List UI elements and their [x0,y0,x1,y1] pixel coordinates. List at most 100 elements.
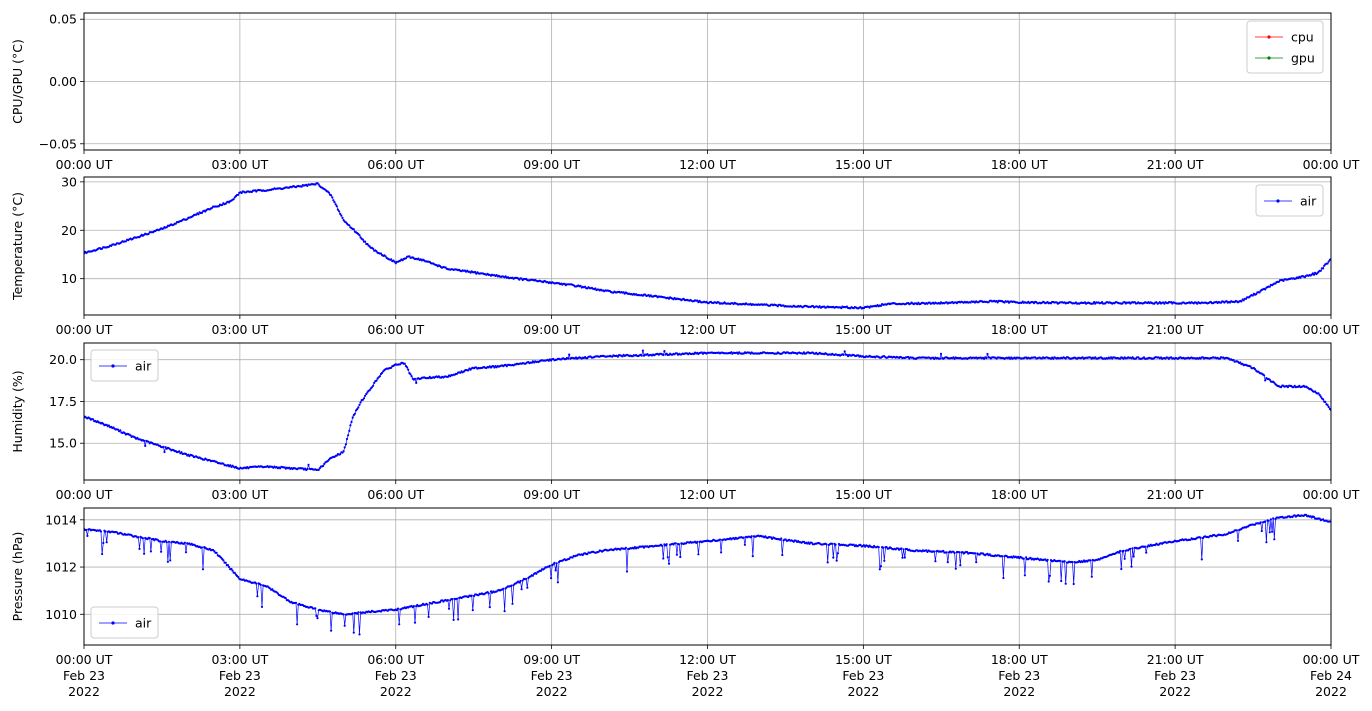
data-point [200,211,203,214]
data-point [413,377,417,380]
data-point [697,553,700,556]
data-point [902,548,905,551]
y-tick-label: 20.0 [49,352,77,367]
data-point [1132,555,1135,558]
data-point [229,464,232,467]
data-point [364,240,367,243]
data-point [344,443,347,446]
data-point [625,570,629,573]
data-point [586,553,589,556]
x-tick-label: 00:00 UT [1303,322,1360,337]
data-point [381,371,384,374]
legend-marker [111,364,115,368]
data-point [1269,518,1272,521]
data-point [323,462,326,465]
data-point [224,561,227,564]
data-point [184,452,188,456]
legend: cpu gpu [1246,20,1324,74]
data-point [555,562,558,565]
x-tick-label: 15:00 UT [835,157,892,172]
data-point [953,551,956,555]
data-point [1081,560,1084,564]
legend: air [1255,184,1324,217]
data-point [1322,398,1325,401]
x-tick-label: 00:00 UT [56,322,113,337]
data-point [1277,280,1280,283]
data-point [306,468,309,471]
x-tick-date: Feb 24 [1310,668,1352,683]
data-point [975,561,978,564]
data-point [662,557,665,560]
series-air-markers [84,349,1331,472]
legend-box [1255,184,1324,217]
grid-lines [83,343,1332,480]
data-point [1199,536,1202,539]
x-tick-label: 03:00 UT [211,487,268,502]
data-point [1022,557,1025,560]
data-point [1089,559,1092,562]
x-tick-label: 21:00 UT [1147,652,1204,667]
data-point [1319,269,1322,272]
data-point [330,194,333,197]
data-point [661,544,664,548]
data-point [1117,551,1121,554]
data-point [105,541,108,544]
data-point [284,597,287,600]
data-point [1047,580,1050,583]
data-point [446,599,449,602]
x-tick-label: 03:00 UT [211,322,268,337]
data-point [237,193,240,196]
data-point [946,561,949,564]
legend-item-air: air [99,359,152,374]
data-point [1255,293,1258,296]
data-point [488,606,491,609]
data-point [521,579,524,582]
data-point [1130,565,1133,568]
data-point [1120,567,1123,571]
x-tick-label: 09:00 UT [523,487,580,502]
data-point [318,467,321,470]
data-point [86,534,89,538]
y-axis-label: Pressure (hPa) [10,532,25,622]
data-point [954,567,957,570]
legend: air [90,349,159,382]
data-point [1271,530,1274,533]
data-point [1326,404,1329,407]
data-point [1318,393,1321,397]
data-point [359,401,362,404]
data-point [471,609,474,612]
data-point [148,537,151,540]
data-point [335,205,338,208]
data-point [556,581,560,584]
data-point [406,366,409,369]
data-point [885,546,888,549]
data-point [945,551,948,554]
data-point [1129,547,1132,550]
data-point [666,556,669,559]
y-tick-label: −0.05 [39,136,77,151]
data-point [985,357,988,360]
data-point [162,445,165,448]
x-tick-label: 03:00 UT [211,652,268,667]
panel-2: 10 20 30 Temperature (°C) 00:00 UT 03:00 UT 06… [10,174,1360,337]
data-point [1318,517,1321,520]
data-point [526,586,529,589]
data-point [351,416,354,419]
data-point [330,629,333,632]
x-tick-label: 00:00 UT [56,652,113,667]
data-point [825,543,828,546]
data-point [350,420,353,424]
data-point [641,349,645,352]
data-point [525,577,528,581]
data-point [502,587,505,590]
legend-label: cpu [1291,30,1314,45]
data-point [322,464,325,467]
data-point [487,592,490,595]
data-point [1071,560,1074,564]
data-point [1145,551,1148,554]
data-point [336,208,339,211]
data-point [1122,549,1125,552]
data-point [452,618,455,622]
data-point [624,546,628,549]
data-point [348,429,351,432]
